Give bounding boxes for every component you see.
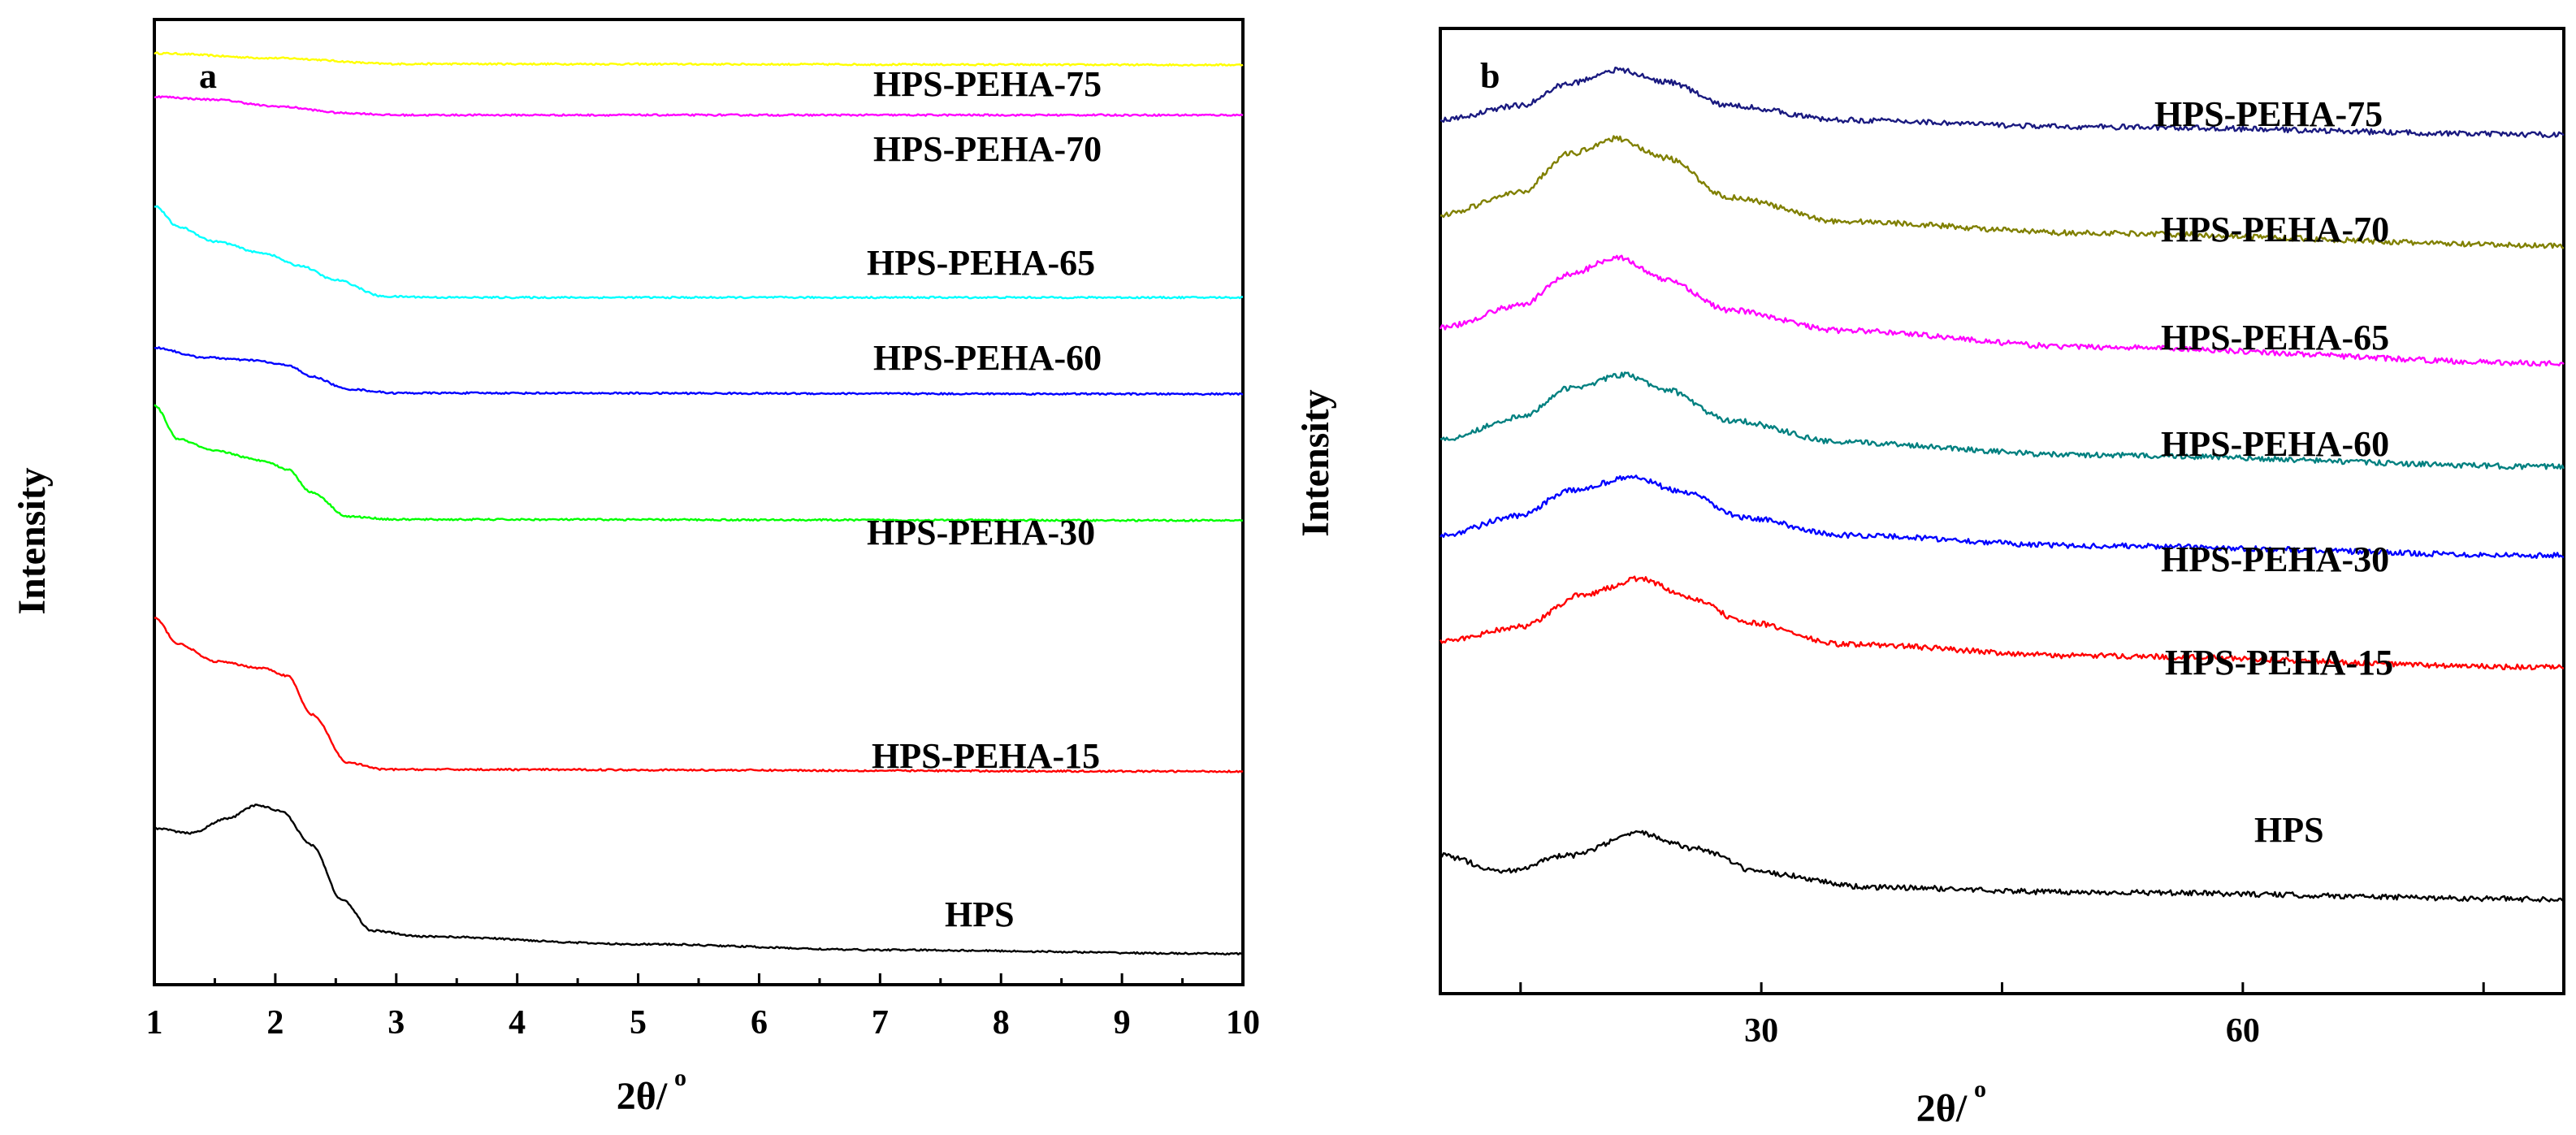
panel-b-plot-frame xyxy=(1439,27,2565,995)
x-tick-label-60: 60 xyxy=(2226,1012,2260,1050)
x-tick-label-3: 3 xyxy=(387,1004,405,1042)
series-label-hps: HPS xyxy=(945,895,1015,934)
panel-a-x-axis-title-text: 2θ/ xyxy=(617,1075,668,1118)
trace-hps-peha-65 xyxy=(1439,254,2565,367)
series-label-hps-peha-30: HPS-PEHA-30 xyxy=(867,513,1095,552)
x-tick-label-7: 7 xyxy=(872,1004,889,1042)
panel-b-x-ticks xyxy=(1519,982,2485,994)
panel-b-x-axis-title: 2θ/ o xyxy=(1916,1076,1986,1130)
trace-hps-peha-75 xyxy=(154,51,1244,67)
x-tick-label-10: 10 xyxy=(1226,1004,1260,1042)
trace-hps xyxy=(1440,830,2565,903)
x-tick-label-1: 1 xyxy=(146,1004,163,1042)
panel-a-x-axis-title-superscript: o xyxy=(674,1064,686,1091)
series-label-hps-peha-70: HPS-PEHA-70 xyxy=(873,129,1102,169)
trace-hps-peha-15 xyxy=(1439,575,2565,671)
series-label-hps-peha-60: HPS-PEHA-60 xyxy=(873,338,1102,378)
trace-hps-peha-30 xyxy=(1440,474,2565,559)
panel-a-small-angle-xrd: a 1 2 3 4 5 6 7 8 9 10 HPS-PEHA-75 HPS-PEHA-70 HP… xyxy=(11,18,1261,1118)
series-label-b-hps-peha-65: HPS-PEHA-65 xyxy=(2161,318,2389,357)
panel-b-series-labels: HPS-PEHA-75 HPS-PEHA-70 HPS-PEHA-65 HPS-… xyxy=(2154,94,2393,850)
panel-b-wide-angle-xrd: b 30 60 HPS-PEHA-75 HPS-PEHA-70 HPS-PEHA-… xyxy=(1294,27,2565,1130)
panel-b-y-axis-title: Intensity xyxy=(1294,389,1337,536)
series-label-b-hps-peha-15: HPS-PEHA-15 xyxy=(2165,643,2393,682)
x-tick-label-8: 8 xyxy=(993,1004,1010,1042)
trace-hps-peha-15 xyxy=(154,617,1244,773)
series-label-hps-peha-75: HPS-PEHA-75 xyxy=(873,64,1102,104)
panel-b-x-axis-title-text: 2θ/ xyxy=(1916,1087,1968,1130)
trace-hps-peha-75 xyxy=(1440,67,2565,138)
panel-b-x-axis-title-superscript: o xyxy=(1974,1076,1986,1103)
series-label-b-hps-peha-30: HPS-PEHA-30 xyxy=(2161,539,2389,579)
panel-b-letter: b xyxy=(1480,56,1500,96)
x-tick-label-9: 9 xyxy=(1114,1004,1131,1042)
panel-a-traces xyxy=(154,51,1244,956)
trace-hps-peha-65 xyxy=(154,205,1244,300)
trace-hps-peha-60 xyxy=(154,346,1244,396)
trace-hps-peha-60 xyxy=(1440,371,2565,470)
series-label-hps-peha-15: HPS-PEHA-15 xyxy=(872,736,1100,776)
panel-b-traces xyxy=(1439,67,2565,903)
trace-hps-peha-30 xyxy=(154,404,1244,522)
series-label-b-hps-peha-60: HPS-PEHA-60 xyxy=(2161,424,2389,464)
panel-a-y-axis-title: Intensity xyxy=(11,467,54,614)
series-label-b-hps-peha-70: HPS-PEHA-70 xyxy=(2161,210,2389,249)
x-tick-label-6: 6 xyxy=(751,1004,768,1042)
x-tick-label-30: 30 xyxy=(1744,1012,1778,1050)
panel-a-x-axis-title: 2θ/ o xyxy=(617,1064,686,1118)
x-tick-label-5: 5 xyxy=(630,1004,647,1042)
trace-hps-peha-70 xyxy=(154,95,1244,117)
panel-b-x-tick-labels: 30 60 xyxy=(1744,1012,2260,1050)
panel-a-x-tick-labels: 1 2 3 4 5 6 7 8 9 10 xyxy=(146,1004,1261,1042)
x-tick-label-2: 2 xyxy=(266,1004,284,1042)
series-label-hps-peha-65: HPS-PEHA-65 xyxy=(867,243,1095,283)
panel-a-series-labels: HPS-PEHA-75 HPS-PEHA-70 HPS-PEHA-65 HPS-… xyxy=(867,64,1102,934)
series-label-b-hps-peha-75: HPS-PEHA-75 xyxy=(2154,94,2383,134)
series-label-b-hps: HPS xyxy=(2254,810,2324,850)
trace-hps-peha-70 xyxy=(1440,135,2565,249)
trace-hps xyxy=(154,804,1244,956)
panel-a-x-ticks xyxy=(153,973,1245,985)
x-tick-label-4: 4 xyxy=(509,1004,526,1042)
panel-a-letter: a xyxy=(199,56,217,96)
